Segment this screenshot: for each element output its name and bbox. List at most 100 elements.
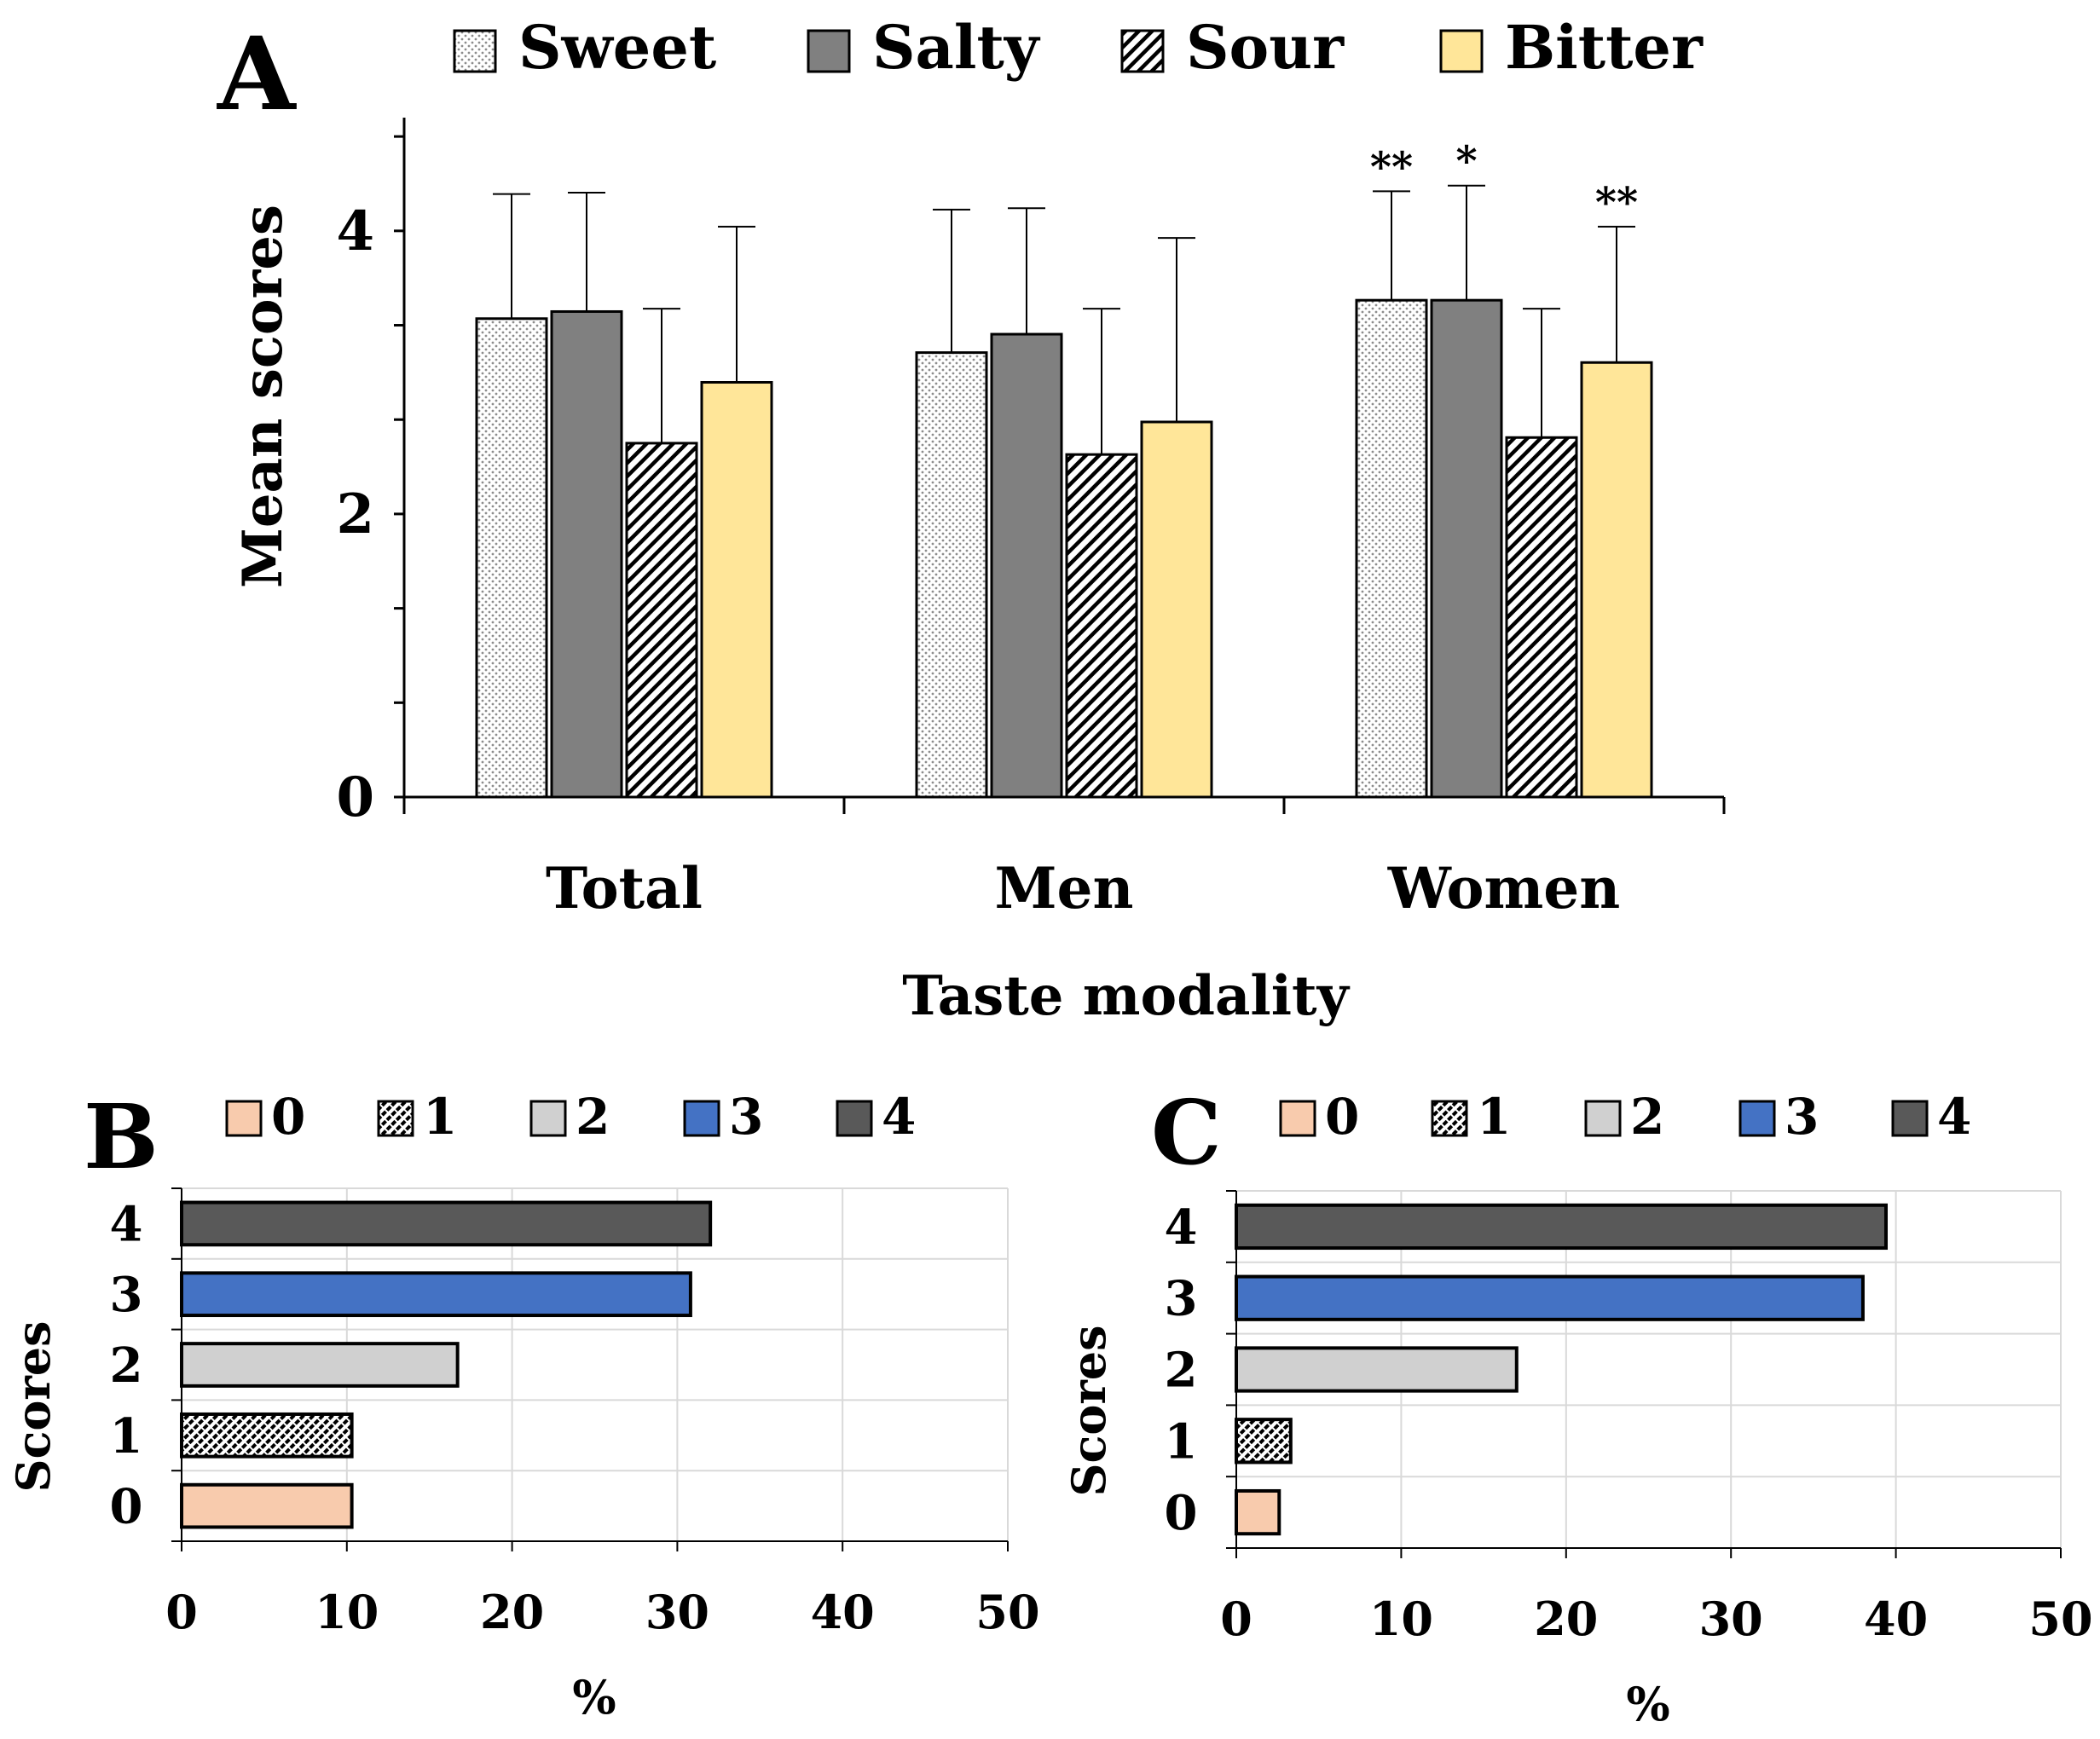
panel-a: A Sweet Salty Sour Bitter 0 2 4 Total Men Women *…	[217, 12, 1726, 1028]
panel-b-plot: 0 10 20 30 40 50 0 1 2 3 4	[110, 1187, 1040, 1639]
panel-b-legend-swatch-2	[529, 1100, 567, 1137]
panel-b: B 0 1 2 3 4 0 10 20 30 40 50 0 1 2 3 4 % Scores	[6, 1084, 1040, 1725]
panel-a-y-tick-label: 4	[336, 199, 374, 263]
panel-c-bar-score-2	[1235, 1346, 1519, 1393]
panel-c-plot: 0 10 20 30 40 50 0 1 2 3 4	[1165, 1190, 2093, 1646]
panel-b-legend-label-2: 2	[576, 1088, 610, 1146]
panel-c-bar-score-3	[1235, 1274, 1865, 1321]
legend-c: 0 1 2 3 4	[1279, 1088, 1971, 1146]
panel-c-legend-swatch-2	[1584, 1100, 1622, 1137]
panel-b-y-tick-label: 0	[110, 1479, 143, 1535]
panel-a-x-tick-label-men: Men	[994, 855, 1133, 921]
panel-b-x-tick-label: 0	[165, 1585, 198, 1639]
bar-total-sweet	[475, 317, 548, 799]
bar-total-sour	[625, 442, 698, 799]
bar-women-sour	[1505, 436, 1578, 799]
panel-b-x-title: %	[572, 1670, 616, 1725]
bar-men-bitter	[1140, 420, 1213, 799]
panel-b-y-title: Scores	[6, 1320, 61, 1492]
panel-b-x-tick-label: 30	[645, 1585, 709, 1639]
bar-men-salty	[990, 332, 1063, 799]
panel-c-legend-swatch-3	[1738, 1100, 1776, 1137]
panel-b-bar-score-4	[180, 1200, 713, 1247]
legend-a-swatch-salty	[807, 29, 851, 73]
panel-b-bar-score-1	[180, 1412, 354, 1459]
panel-c-y-tick-label: 0	[1165, 1485, 1198, 1541]
panel-c-legend-label-3: 3	[1785, 1088, 1819, 1146]
panel-c-letter: C	[1151, 1080, 1222, 1185]
panel-a-x-tick-label-women: Women	[1387, 855, 1621, 921]
panel-c-y-tick-label: 4	[1165, 1199, 1198, 1256]
panel-c-bar-score-4	[1235, 1203, 1888, 1251]
panel-c-legend-swatch-0	[1279, 1100, 1316, 1137]
panel-b-letter: B	[84, 1084, 159, 1189]
bar-women-bitter	[1580, 361, 1653, 799]
panel-a-y-tick-label: 2	[336, 482, 374, 546]
panel-a-x-title: Taste modality	[902, 964, 1350, 1028]
panel-c-x-tick-label: 20	[1534, 1592, 1598, 1646]
panel-a-letter: A	[217, 14, 297, 133]
bar-men-sweet	[915, 351, 988, 799]
panel-b-legend-label-3: 3	[729, 1088, 763, 1146]
panel-b-x-tick-label: 40	[811, 1585, 875, 1639]
panel-c-bar-score-1	[1235, 1418, 1293, 1465]
panel-b-legend-swatch-0	[225, 1100, 263, 1137]
panel-c-y-tick-label: 1	[1165, 1413, 1198, 1470]
panel-c-x-tick-label: 50	[2028, 1592, 2092, 1646]
panel-b-bar-score-3	[180, 1271, 692, 1318]
significance-women-bitter: **	[1595, 179, 1638, 227]
panel-c-x-tick-label: 40	[1864, 1592, 1928, 1646]
significance-women-salty: *	[1455, 138, 1477, 186]
panel-a-y-title: Mean scores	[231, 205, 295, 588]
bar-total-bitter	[700, 380, 773, 799]
bar-total-salty	[550, 309, 623, 799]
panel-b-legend-label-0: 0	[271, 1088, 305, 1146]
legend-a-label-bitter: Bitter	[1505, 12, 1704, 83]
legend-a-swatch-sour	[1120, 29, 1165, 73]
panel-b-y-tick-label: 4	[110, 1196, 143, 1252]
legend-a-swatch-sweet	[453, 29, 497, 73]
panel-b-y-tick-label: 1	[110, 1408, 143, 1465]
legend-a-label-salty: Salty	[872, 12, 1041, 83]
panel-a-y-tick-label: 0	[336, 766, 374, 829]
panel-c-y-tick-label: 3	[1165, 1271, 1198, 1327]
panel-b-bar-score-0	[180, 1482, 354, 1529]
legend-b: 0 1 2 3 4	[225, 1088, 916, 1146]
panel-c-legend-swatch-1	[1431, 1100, 1468, 1137]
panel-c-y-tick-label: 2	[1165, 1343, 1198, 1399]
panel-b-legend-swatch-4	[836, 1100, 873, 1137]
panel-a-x-tick-label-total: Total	[546, 855, 703, 921]
panel-b-legend-label-4: 4	[882, 1088, 916, 1146]
panel-b-y-tick-label: 3	[110, 1267, 143, 1323]
panel-b-y-tick-label: 2	[110, 1337, 143, 1394]
panel-c-y-title: Scores	[1062, 1325, 1116, 1496]
legend-a-swatch-bitter	[1439, 29, 1484, 73]
panel-b-bar-score-2	[180, 1342, 460, 1388]
panel-c-legend-swatch-4	[1891, 1100, 1929, 1137]
legend-a-label-sweet: Sweet	[518, 12, 716, 83]
panel-c-x-tick-label: 30	[1699, 1592, 1763, 1646]
legend-a-label-sour: Sour	[1186, 12, 1345, 83]
significance-women-sweet: **	[1370, 143, 1413, 191]
bar-men-sour	[1065, 453, 1138, 799]
panel-b-legend-swatch-3	[683, 1100, 720, 1137]
panel-c-bar-score-0	[1235, 1488, 1281, 1536]
legend-a: Sweet Salty Sour Bitter	[453, 12, 1704, 83]
panel-b-x-tick-label: 10	[315, 1585, 379, 1639]
panel-c-x-tick-label: 10	[1369, 1592, 1433, 1646]
panel-b-legend-swatch-1	[377, 1100, 414, 1137]
panel-c-legend-label-1: 1	[1477, 1088, 1511, 1146]
bar-women-salty	[1430, 298, 1503, 799]
panel-c-legend-label-0: 0	[1325, 1088, 1359, 1146]
bar-women-sweet	[1355, 298, 1428, 799]
panel-b-x-tick-label: 50	[975, 1585, 1039, 1639]
panel-b-legend-label-1: 1	[423, 1088, 457, 1146]
panel-c-legend-label-4: 4	[1937, 1088, 1971, 1146]
panel-c-legend-label-2: 2	[1630, 1088, 1664, 1146]
panel-b-x-tick-label: 20	[480, 1585, 544, 1639]
panel-c: C 0 1 2 3 4 0 10 20 30 40 50 0 1 2 3 4 % Scores	[1062, 1080, 2093, 1731]
panel-c-x-title: %	[1626, 1677, 1669, 1731]
panel-c-x-tick-label: 0	[1220, 1592, 1252, 1646]
